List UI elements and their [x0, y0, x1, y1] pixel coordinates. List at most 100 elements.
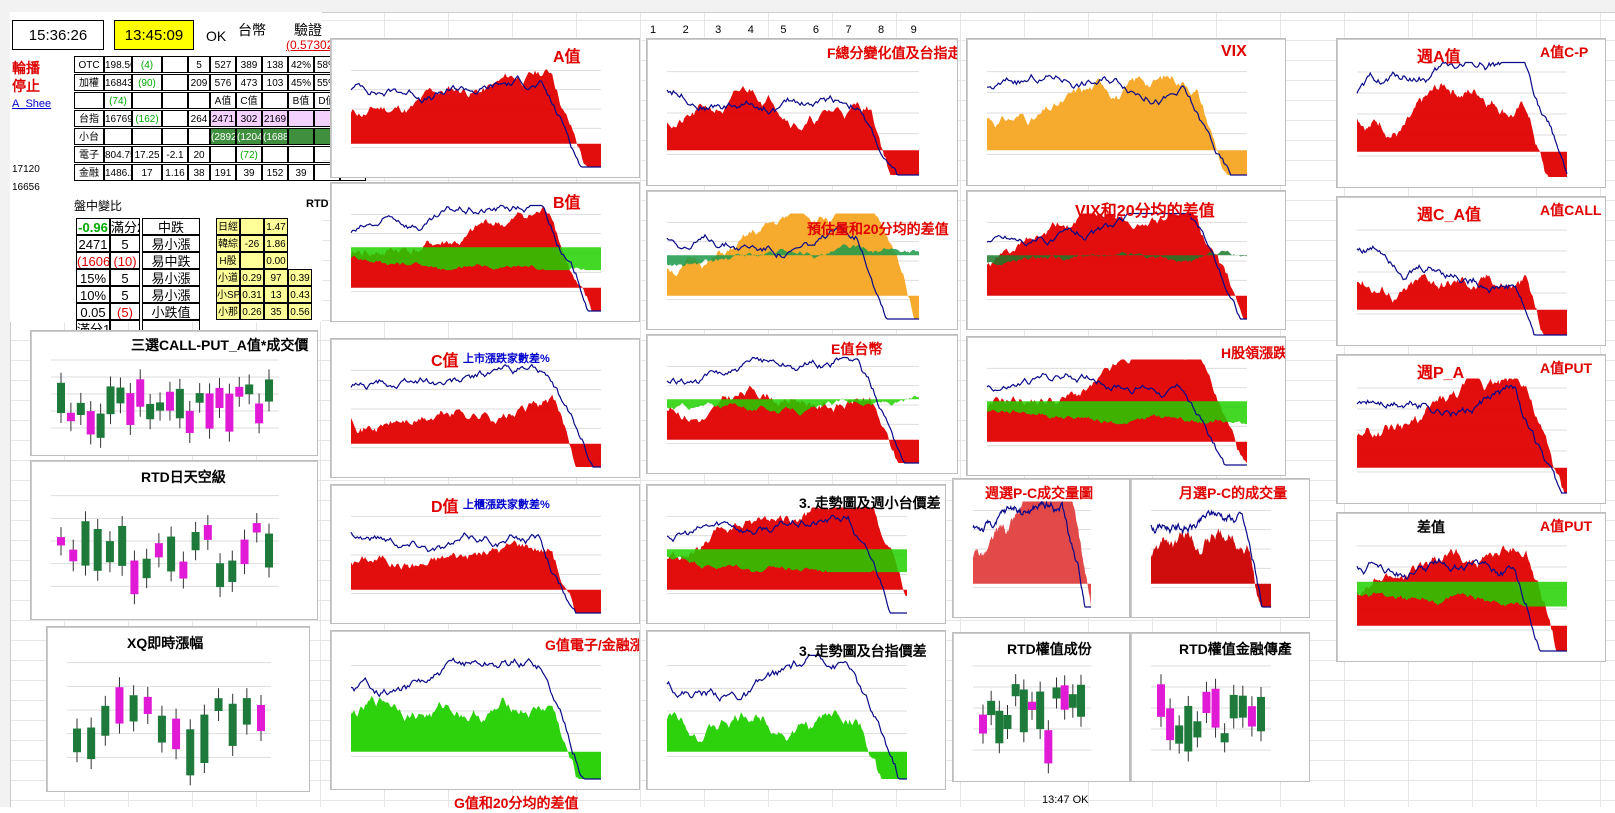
table-cell: (2892): [210, 128, 236, 145]
chart-monthly-pc[interactable]: 月選P-C的成交量: [1130, 478, 1310, 618]
chart-h-value[interactable]: H股領漲跌指標: [966, 336, 1286, 476]
chart-weekly-ca[interactable]: 週C_A值: [1336, 196, 1606, 346]
chart-weekly-a-title: 週A值: [1417, 49, 1461, 66]
table-cell: 804.75: [104, 146, 132, 163]
chart-vix20[interactable]: VIX和20分均的差值: [966, 190, 1286, 330]
chart-rtd-left-svg: [31, 461, 317, 619]
side-cell: 97: [264, 269, 288, 286]
label-stop-2[interactable]: 停止: [12, 78, 40, 94]
table-cell: (1688): [262, 128, 288, 145]
table-cell: A值: [210, 92, 236, 109]
tab-3[interactable]: 3: [715, 24, 722, 36]
side-cell: 日經: [216, 218, 240, 235]
table-cell: 17.25: [132, 146, 162, 163]
predict-cell: 15%: [76, 269, 110, 286]
chart-trend-tx[interactable]: 3. 走勢圖及台指價差: [646, 630, 946, 790]
predict-cell: 易小漲: [142, 286, 200, 303]
chart-diff[interactable]: 差值: [1336, 512, 1606, 662]
table-cell: 16769: [104, 110, 132, 127]
label-stop-1[interactable]: 輪播: [12, 60, 40, 76]
tab-1[interactable]: 1: [650, 24, 657, 36]
tab-7[interactable]: 7: [845, 24, 852, 36]
chart-a-value[interactable]: A值: [330, 38, 640, 178]
table-cell: C值: [236, 92, 262, 109]
chart-weekly-a[interactable]: 週A值: [1336, 38, 1606, 188]
tab-5[interactable]: 5: [780, 24, 787, 36]
side-cell: 0.43: [288, 286, 312, 303]
chart-e-value[interactable]: E值台幣: [646, 334, 958, 474]
link-sheet[interactable]: A_Shee: [12, 98, 52, 110]
table-cell: (4): [132, 56, 162, 73]
label-rtd: RTD: [306, 198, 329, 210]
chart-d-value[interactable]: D值 上櫃漲跌家數差%: [330, 484, 640, 624]
chart-vix[interactable]: VIX: [966, 38, 1286, 186]
predict-cell: 易小漲: [142, 235, 200, 252]
label-a_put2: A值PUT: [1540, 518, 1593, 534]
chart-c-value[interactable]: C值 上市漲跌家數差%: [330, 338, 640, 478]
table-cell: (1204): [236, 128, 262, 145]
chart-h-value-title: H股領漲跌指標: [1221, 345, 1286, 361]
predict-cell: 中跌: [142, 218, 200, 235]
chart-weekly-ca-svg: [1337, 197, 1605, 345]
tab-6[interactable]: 6: [812, 24, 820, 36]
header-twd: 台幣: [238, 22, 266, 38]
table-cell: 264: [188, 110, 210, 127]
chart-d-value-svg: [331, 485, 639, 623]
chart-rtd-left[interactable]: RTD日天空級: [30, 460, 318, 620]
chart-xq[interactable]: XQ即時漲幅: [46, 626, 310, 792]
table-cell: 2471: [210, 110, 236, 127]
chart-weekly-pc[interactable]: 週選P-C成交量圖: [952, 478, 1130, 618]
summary-table: 15:36:26 13:45:09 OK 台幣 驗證 (0.57302) 輪播 …: [10, 12, 366, 354]
tab-4[interactable]: 4: [747, 24, 754, 36]
table-cell: [210, 146, 236, 163]
chart-monthly-pc-svg: [1131, 479, 1309, 617]
chart-weekly-pa[interactable]: 週P_A: [1336, 354, 1606, 504]
chart-diff-title: 差值: [1417, 519, 1445, 535]
chart-rtd-right[interactable]: RTD權值成份: [952, 632, 1130, 782]
side-cell: [240, 218, 264, 235]
chart-trend-tx-title: 3. 走勢圖及台指價差: [799, 643, 927, 659]
chart-predict-title: 預估量和20分均的差值: [807, 221, 949, 237]
chart-rtd-right2-svg: [1131, 633, 1309, 781]
side-cell: 1.47: [264, 218, 288, 235]
footer-time: 13:47: [1042, 794, 1070, 806]
predict-cell: 易小漲: [142, 269, 200, 286]
side-cell: 0.26: [240, 303, 264, 320]
chart-b-value[interactable]: B值: [330, 182, 640, 322]
tab-8[interactable]: 8: [878, 24, 885, 36]
side-cell: 0.00: [264, 252, 288, 269]
chart-g-value[interactable]: G值電子/金融漲跌幅: [330, 630, 640, 790]
chart-rtd-right2[interactable]: RTD權值金融傳產: [1130, 632, 1310, 782]
table-cell: 20: [188, 146, 210, 163]
status-ok: OK: [206, 28, 227, 44]
table-cell: [162, 56, 188, 73]
chart-vix-svg: [967, 39, 1285, 185]
chart-bar[interactable]: 三選CALL-PUT_A值*成交價: [30, 330, 318, 456]
chart-predict[interactable]: 預估量和20分均的差值: [646, 190, 958, 330]
chart-bar-title: 三選CALL-PUT_A值*成交價: [131, 337, 309, 353]
side-cell: 0.56: [288, 303, 312, 320]
chart-e-value-svg: [647, 335, 957, 473]
chart-g-value-svg: [331, 631, 639, 789]
table-cell: 473: [236, 74, 262, 91]
predict-cell: 2471: [76, 235, 110, 252]
predict-cell: 5: [110, 235, 140, 252]
table-cell: 16843: [104, 74, 132, 91]
predict-cell: (10): [110, 252, 140, 269]
table-cell: (162): [132, 110, 162, 127]
table-cell: [262, 146, 288, 163]
tab-2[interactable]: 2: [682, 24, 689, 36]
footer-ok: OK: [1072, 794, 1089, 806]
label-a_call: A值CALL: [1540, 202, 1602, 218]
table-cell: 17: [132, 164, 162, 181]
chart-c-value-subtitle: 上市漲跌家數差%: [463, 353, 550, 365]
tab-9[interactable]: 9: [910, 24, 917, 36]
table-cell: -2.1: [162, 146, 188, 163]
side-cell: [240, 252, 264, 269]
chart-f-value[interactable]: F總分變化值及台指走勢: [646, 38, 958, 186]
chart-xq-svg: [47, 627, 309, 791]
chart-h-value-svg: [967, 337, 1285, 475]
chart-bar-svg: [31, 331, 317, 455]
chart-trend-small[interactable]: 3. 走勢圖及週小台價差: [646, 484, 946, 624]
chart-rtd-right2-title: RTD權值金融傳產: [1179, 641, 1292, 657]
